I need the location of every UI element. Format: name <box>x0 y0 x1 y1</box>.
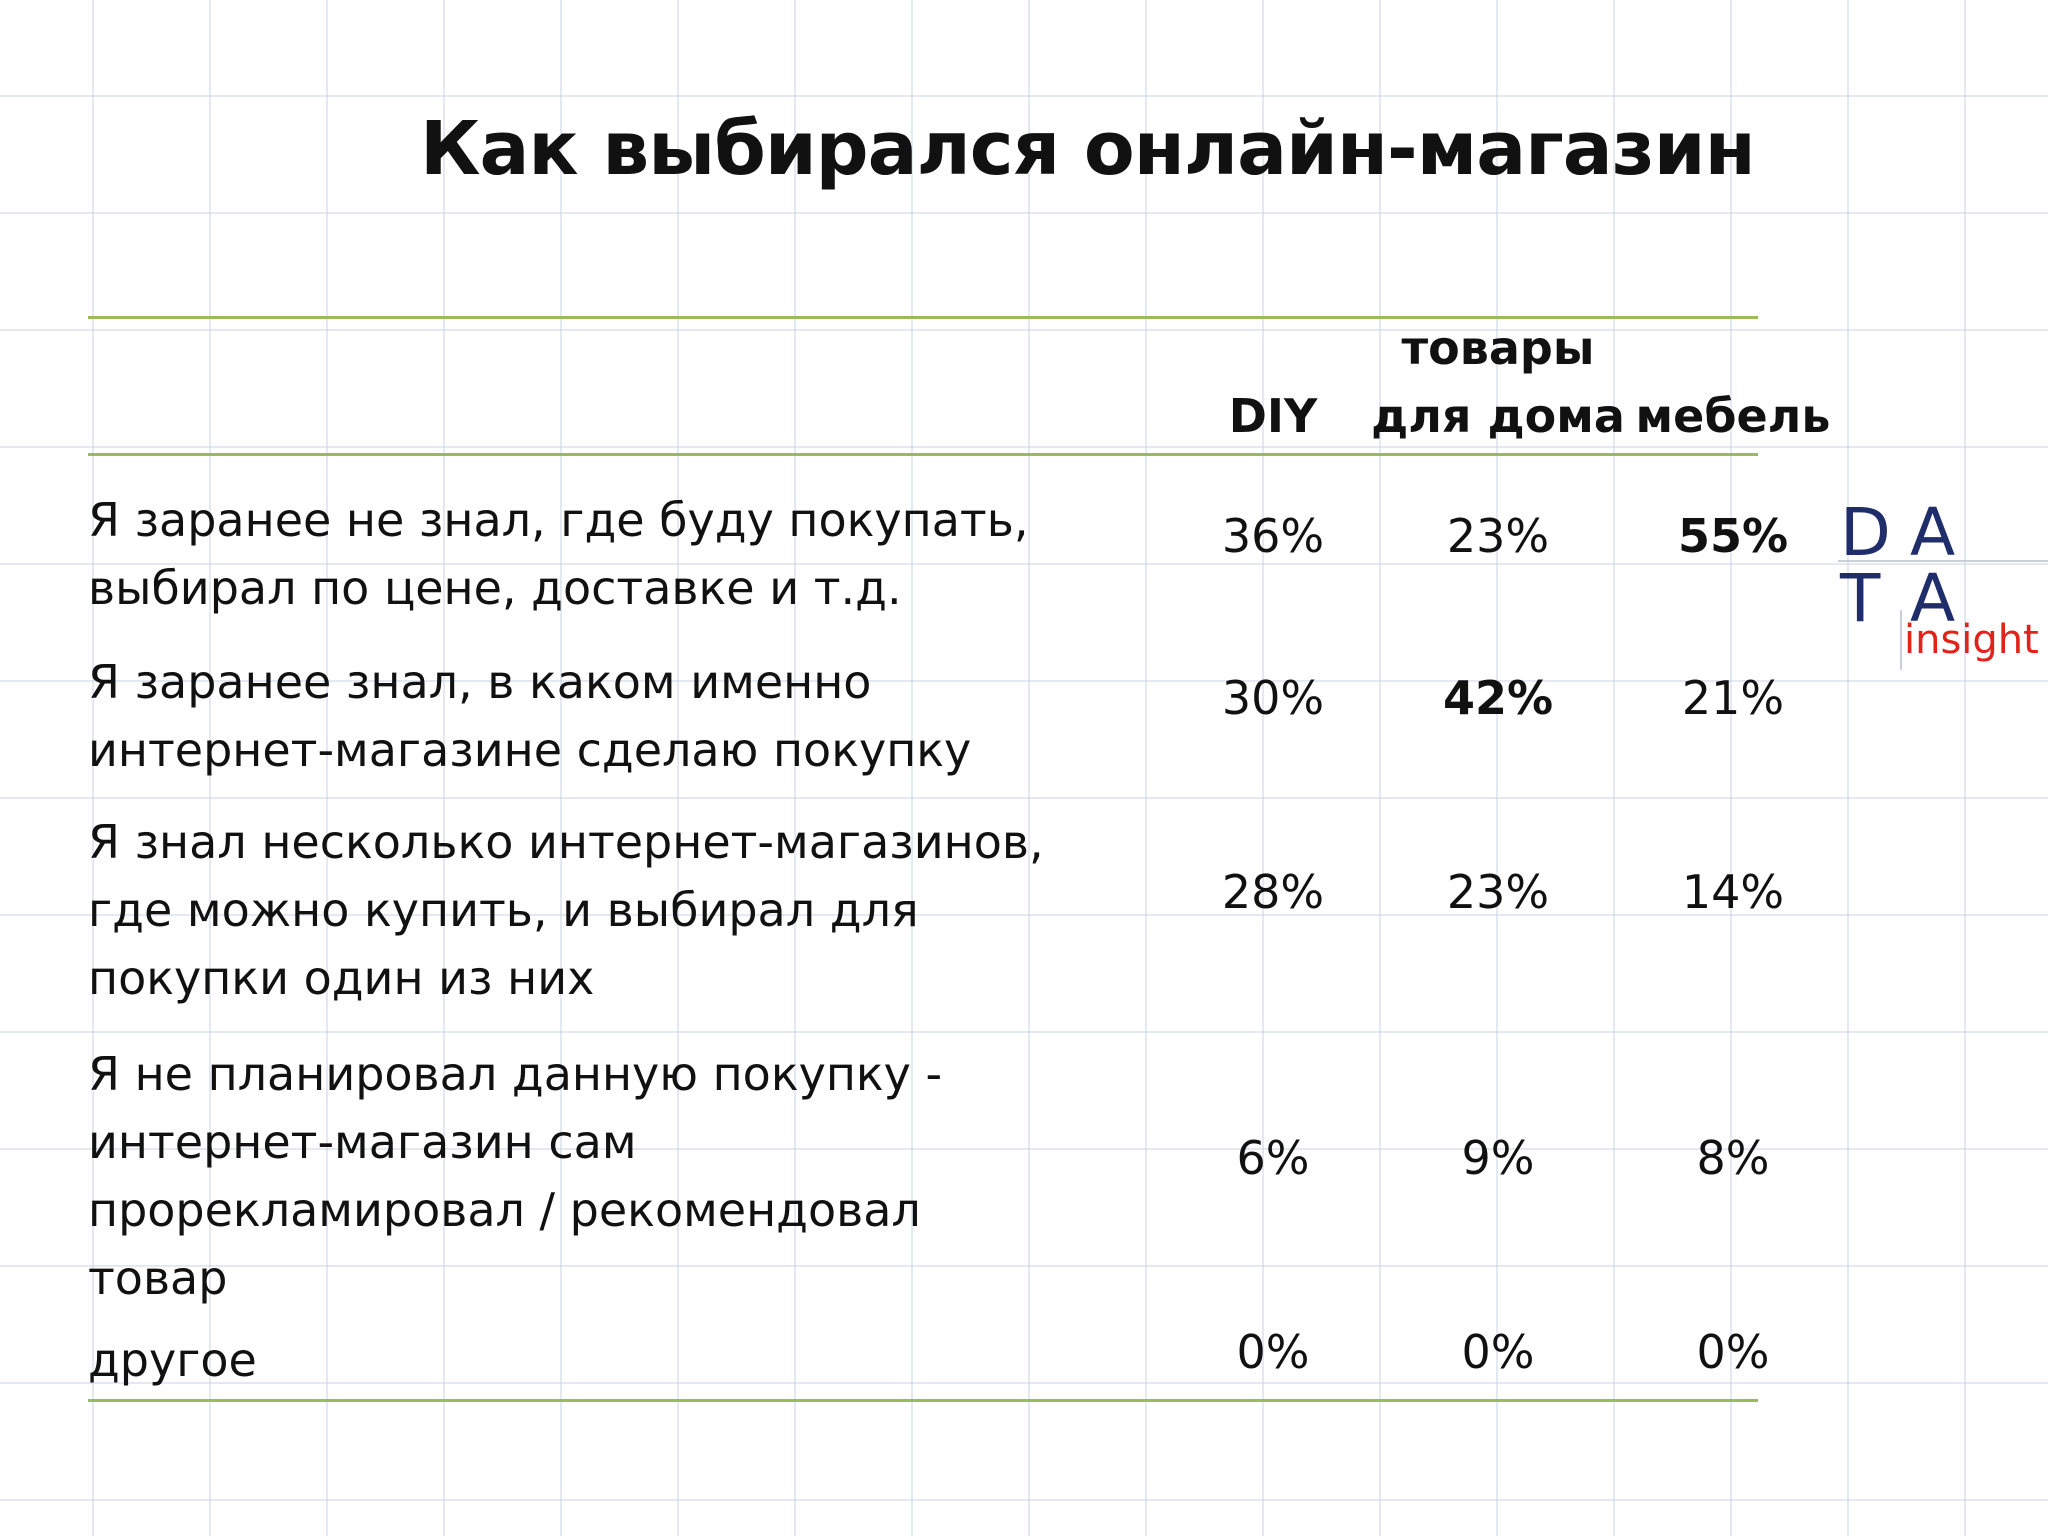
cell-diy: 30% <box>1221 671 1325 725</box>
cell-home-goods: 23% <box>1446 865 1550 919</box>
logo-divider <box>1838 560 2048 562</box>
logo-subtitle: insight <box>1904 617 2039 663</box>
cell-home-goods: 9% <box>1461 1131 1535 1185</box>
row-label-other: другое <box>88 1333 257 1387</box>
slide-title: Как выбирался онлайн-магазин <box>420 106 1756 192</box>
table-bottom-rule <box>88 1399 1758 1402</box>
cell-furniture: 55% <box>1677 509 1789 563</box>
cell-furniture: 21% <box>1681 671 1785 725</box>
cell-diy: 0% <box>1236 1325 1310 1379</box>
cell-diy: 28% <box>1221 865 1325 919</box>
logo-letter: D <box>1840 494 1891 571</box>
cell-furniture: 14% <box>1681 865 1785 919</box>
table-top-rule <box>88 316 1758 319</box>
cell-home-goods: 23% <box>1446 509 1550 563</box>
survey-table: DIY товары для дома мебель Я заранее не … <box>88 316 1830 1402</box>
row-label-did-not-know: Я заранее не знал, где буду покупать, вы… <box>88 493 1029 615</box>
cell-diy: 36% <box>1221 509 1325 563</box>
column-header-diy: DIY <box>1228 389 1318 443</box>
logo-divider <box>1900 610 1902 670</box>
row-label-knew-store: Я заранее знал, в каком именно интернет-… <box>88 655 972 777</box>
table-header-rule <box>88 453 1758 456</box>
cell-furniture: 0% <box>1696 1325 1770 1379</box>
cell-home-goods: 42% <box>1442 671 1554 725</box>
logo-letter: A <box>1910 494 1956 571</box>
column-header-home-goods: товары для дома <box>1371 321 1625 443</box>
column-header-furniture: мебель <box>1635 389 1831 443</box>
cell-home-goods: 0% <box>1461 1325 1535 1379</box>
cell-diy: 6% <box>1236 1131 1310 1185</box>
logo-letter: A <box>1910 560 1956 637</box>
logo-letter: T <box>1840 560 1881 637</box>
data-insight-logo: D A T A insight <box>1820 498 2048 678</box>
cell-furniture: 8% <box>1696 1131 1770 1185</box>
row-label-not-planned: Я не планировал данную покупку - интерне… <box>88 1047 943 1305</box>
row-label-knew-several: Я знал несколько интернет-магазинов, где… <box>88 815 1044 1005</box>
